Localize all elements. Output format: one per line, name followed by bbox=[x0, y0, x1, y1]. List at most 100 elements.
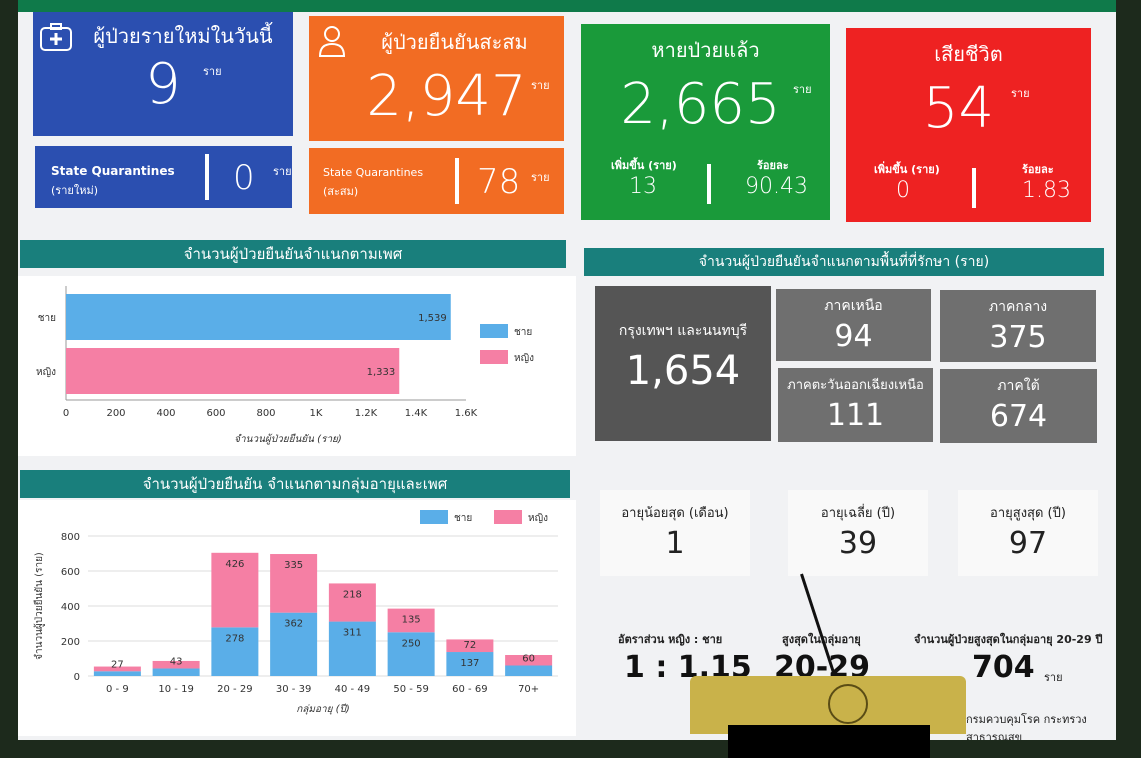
age-female-value: 335 bbox=[284, 560, 303, 571]
age-x-tick: 60 - 69 bbox=[452, 684, 487, 695]
cumulative-sq-label: State Quarantines bbox=[323, 166, 424, 179]
stat-label: อายุน้อยสุด (เดือน) bbox=[621, 506, 729, 521]
divider bbox=[707, 164, 711, 204]
age-x-axis-title: กลุ่มอายุ (ปี) bbox=[296, 703, 350, 715]
age-x-tick: 70+ bbox=[518, 684, 539, 695]
age-bar-male bbox=[211, 627, 259, 676]
age-x-tick: 40 - 49 bbox=[335, 684, 370, 695]
min-age-stat: อายุน้อยสุด (เดือน) 1 bbox=[600, 490, 750, 576]
age-x-tick: 50 - 59 bbox=[393, 684, 428, 695]
gender-x-tick: 1.6K bbox=[455, 408, 478, 419]
recovered-pct-label: ร้อยละ bbox=[757, 159, 789, 172]
recovered-unit: ราย bbox=[793, 83, 812, 96]
gender-bar-value: 1,333 bbox=[367, 367, 396, 378]
age-bar-female bbox=[152, 660, 200, 669]
age-bar-male bbox=[93, 671, 141, 676]
cumulative-card: ผู้ป่วยยืนยันสะสม 2,947 ราย bbox=[309, 16, 564, 141]
ratio-label: อัตราส่วน หญิง : ชาย bbox=[618, 633, 723, 646]
gender-x-tick: 0 bbox=[63, 408, 69, 419]
deaths-unit: ราย bbox=[1011, 87, 1030, 100]
gender-x-axis-title: จำนวนผู้ป่วยยืนยัน (ราย) bbox=[234, 433, 342, 445]
gender-x-tick: 1.2K bbox=[355, 408, 378, 419]
age-chart-panel: 0 200 400 600 800 27 0 - 9 43 10 - 19 278 426 20 - … bbox=[18, 500, 576, 736]
new-cases-card: ผู้ป่วยรายใหม่ในวันนี้ 9 ราย bbox=[33, 12, 293, 136]
age-bar-female bbox=[446, 639, 494, 653]
age-bar-female bbox=[270, 554, 318, 613]
age-legend-swatch bbox=[420, 510, 448, 524]
bkk-tile: กรุงเทพฯ และนนทบุรี 1,654 bbox=[595, 286, 771, 441]
divider bbox=[205, 154, 209, 200]
age-bar-male bbox=[387, 632, 435, 676]
region-tile-north: ภาคเหนือ 94 bbox=[776, 289, 931, 361]
age-legend-label: ชาย bbox=[454, 513, 472, 524]
deaths-pct-label: ร้อยละ bbox=[1022, 163, 1054, 176]
age-bar-male bbox=[446, 652, 494, 676]
cumulative-sq-unit: ราย bbox=[531, 171, 550, 184]
footer-org: กรมควบคุมโรค กระทรวงสาธารณสุข bbox=[966, 713, 1087, 740]
new-cases-title: ผู้ป่วยรายใหม่ในวันนี้ bbox=[93, 24, 273, 48]
region-tile-central: ภาคกลาง 375 bbox=[940, 290, 1096, 362]
emblem-icon bbox=[828, 684, 868, 724]
cumulative-unit: ราย bbox=[531, 79, 550, 92]
age-legend-label: หญิง bbox=[528, 513, 548, 524]
top-bar bbox=[18, 0, 1116, 12]
gender-x-tick: 600 bbox=[206, 408, 225, 419]
gender-bar bbox=[66, 348, 400, 394]
region-tile-south: ภาคใต้ 674 bbox=[940, 369, 1097, 443]
divider bbox=[972, 168, 976, 208]
age-bar-female bbox=[328, 583, 376, 622]
new-sq-value: 0 bbox=[233, 158, 255, 198]
gender-bar-value: 1,539 bbox=[418, 313, 447, 324]
region-label: ภาคใต้ bbox=[997, 378, 1040, 394]
deaths-value: 54 bbox=[922, 76, 995, 141]
age-bar-male bbox=[328, 621, 376, 676]
age-y-tick: 200 bbox=[61, 637, 80, 648]
deaths-inc-label: เพิ่มขึ้น (ราย) bbox=[874, 163, 940, 176]
age-bar-male bbox=[270, 612, 318, 676]
max-age-stat: อายุสูงสุด (ปี) 97 bbox=[958, 490, 1098, 576]
age-bar-male bbox=[152, 668, 200, 676]
gender-chart-panel: ชาย 1,539 หญิง 1,333 0 200 400 600 800 1K 1.2K 1.4K… bbox=[18, 276, 576, 456]
age-female-value: 43 bbox=[170, 656, 183, 667]
gender-legend-label: ชาย bbox=[514, 327, 532, 338]
gender-x-tick: 200 bbox=[106, 408, 125, 419]
cumulative-title: ผู้ป่วยยืนยันสะสม bbox=[381, 30, 528, 54]
gender-legend-swatch bbox=[480, 350, 508, 364]
gender-chart: ชาย 1,539 หญิง 1,333 0 200 400 600 800 1K 1.2K 1.4K… bbox=[36, 286, 534, 445]
age-x-tick: 30 - 39 bbox=[276, 684, 311, 695]
stat-value: 39 bbox=[838, 526, 878, 561]
age-x-tick: 0 - 9 bbox=[106, 684, 129, 695]
age-female-value: 135 bbox=[402, 615, 421, 626]
age-female-value: 27 bbox=[111, 659, 124, 670]
new-sq-card: State Quarantines (รายใหม่) 0 ราย bbox=[35, 146, 292, 208]
gender-legend-swatch bbox=[480, 324, 508, 338]
cumulative-sq-value: 78 bbox=[477, 162, 521, 202]
age-x-tick: 10 - 19 bbox=[158, 684, 193, 695]
medical-kit-icon bbox=[40, 23, 72, 51]
age-male-value: 362 bbox=[284, 619, 303, 630]
age-legend-swatch bbox=[494, 510, 522, 524]
age-bar-male bbox=[505, 665, 553, 676]
cumulative-sq-card: State Quarantines (สะสม) 78 ราย bbox=[309, 148, 564, 214]
age-female-value: 60 bbox=[522, 654, 535, 665]
region-value: 94 bbox=[834, 319, 873, 354]
age-female-value: 426 bbox=[225, 559, 244, 570]
gender-section-title: จำนวนผู้ป่วยยืนยันจำแนกตามเพศ bbox=[20, 240, 566, 268]
age-male-value: 278 bbox=[225, 633, 244, 644]
age-male-value: 311 bbox=[343, 628, 362, 639]
stat-label: อายุสูงสุด (ปี) bbox=[990, 506, 1066, 521]
stat-label: อายุเฉลี่ย (ปี) bbox=[820, 506, 896, 521]
cumulative-value: 2,947 bbox=[366, 64, 527, 129]
region-tile-northeast: ภาคตะวันออกเฉียงเหนือ 111 bbox=[778, 368, 933, 442]
recovered-card: หายป่วยแล้ว 2,665 ราย เพิ่มขึ้น (ราย) 13… bbox=[581, 24, 830, 220]
region-value: 111 bbox=[826, 398, 885, 433]
gender-x-tick: 400 bbox=[156, 408, 175, 419]
deaths-title: เสียชีวิต bbox=[934, 42, 1003, 66]
new-sq-sub: (รายใหม่) bbox=[51, 184, 98, 197]
region-label: ภาคกลาง bbox=[988, 299, 1048, 315]
stat-value: 1 bbox=[665, 526, 685, 561]
age-chart: 0 200 400 600 800 27 0 - 9 43 10 - 19 278 426 20 - … bbox=[33, 510, 558, 715]
cumulative-sq-sub: (สะสม) bbox=[323, 185, 359, 198]
peak-count-unit: ราย bbox=[1044, 671, 1063, 684]
gender-x-tick: 800 bbox=[256, 408, 275, 419]
